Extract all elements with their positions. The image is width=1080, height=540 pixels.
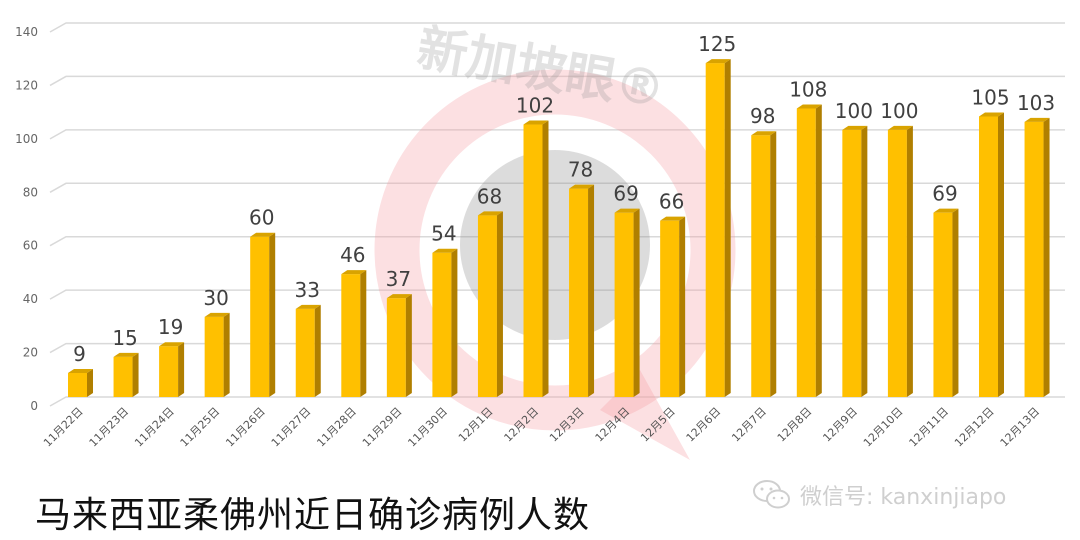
x-tick-label: 11月30日 bbox=[405, 405, 450, 450]
bar: 9 bbox=[68, 342, 93, 397]
bar: 33 bbox=[295, 278, 321, 397]
bars: 9 15 19 30 60 33 46 37 54 68 102 78 69 66 125 98 108 100 1… bbox=[68, 32, 1055, 397]
bar: 30 bbox=[203, 286, 230, 397]
y-tick-label: 60 bbox=[23, 239, 38, 253]
gridline bbox=[49, 342, 1065, 354]
x-tick-label: 12月13日 bbox=[998, 405, 1043, 450]
bar: 66 bbox=[659, 190, 686, 397]
x-tick-label: 11月25日 bbox=[178, 405, 223, 450]
bar: 100 bbox=[835, 99, 873, 397]
bar: 98 bbox=[750, 104, 777, 397]
y-tick-label: 80 bbox=[23, 185, 38, 199]
x-tick-label: 11月23日 bbox=[87, 405, 132, 450]
bar: 68 bbox=[477, 184, 503, 397]
gridline bbox=[49, 22, 1065, 33]
y-tick-label: 100 bbox=[15, 132, 38, 146]
bar: 102 bbox=[516, 94, 554, 397]
data-label: 60 bbox=[249, 206, 274, 230]
x-tick-label: 11月28日 bbox=[314, 405, 359, 450]
bar: 125 bbox=[698, 32, 736, 397]
x-tick-label: 12月9日 bbox=[820, 405, 860, 445]
data-label: 69 bbox=[613, 182, 638, 206]
bar: 54 bbox=[431, 222, 458, 397]
x-tick-label: 11月26日 bbox=[223, 405, 268, 450]
bar: 108 bbox=[789, 77, 827, 397]
x-tick-label: 11月24日 bbox=[132, 405, 177, 450]
data-label: 66 bbox=[659, 190, 684, 214]
bar: 46 bbox=[340, 243, 367, 397]
data-label: 125 bbox=[698, 32, 736, 56]
bar: 15 bbox=[112, 326, 139, 397]
gridline bbox=[49, 182, 1065, 193]
bar: 69 bbox=[932, 182, 959, 397]
data-label: 100 bbox=[880, 99, 918, 123]
wechat-account: 微信号: kanxinjiapo bbox=[752, 478, 1006, 512]
gridline bbox=[49, 129, 1065, 140]
gridline bbox=[49, 396, 1065, 407]
bar: 100 bbox=[880, 99, 918, 397]
data-label: 69 bbox=[932, 182, 957, 206]
x-tick-label: 11月29日 bbox=[360, 405, 405, 450]
data-label: 30 bbox=[203, 286, 228, 310]
bar: 105 bbox=[971, 86, 1010, 397]
data-label: 15 bbox=[112, 326, 137, 350]
bar: 60 bbox=[249, 206, 276, 397]
data-label: 108 bbox=[789, 77, 827, 101]
data-label: 68 bbox=[477, 184, 502, 208]
data-label: 102 bbox=[516, 94, 554, 118]
bar: 19 bbox=[158, 315, 185, 397]
x-tick-label: 12月10日 bbox=[861, 405, 906, 450]
data-label: 9 bbox=[73, 342, 86, 366]
bar: 103 bbox=[1017, 91, 1055, 397]
data-label: 19 bbox=[158, 315, 183, 339]
bar: 78 bbox=[568, 158, 595, 397]
data-label: 103 bbox=[1017, 91, 1055, 115]
data-label: 100 bbox=[835, 99, 873, 123]
y-tick-label: 40 bbox=[23, 292, 38, 306]
y-tick-label: 120 bbox=[15, 78, 38, 92]
wechat-account-text: 微信号: kanxinjiapo bbox=[800, 485, 1007, 510]
x-tick-label: 12月11日 bbox=[907, 405, 952, 450]
y-tick-label: 0 bbox=[30, 399, 38, 413]
bar: 37 bbox=[386, 267, 412, 397]
data-label: 98 bbox=[750, 104, 775, 128]
data-label: 105 bbox=[971, 86, 1009, 110]
bar: 69 bbox=[613, 182, 640, 397]
gridline bbox=[49, 235, 1065, 247]
gridline bbox=[49, 289, 1065, 300]
gridlines bbox=[49, 22, 1065, 407]
x-tick-label: 12月7日 bbox=[729, 405, 769, 445]
chart-title: 马来西亚柔佛州近日确诊病例人数 bbox=[35, 495, 591, 536]
data-label: 54 bbox=[431, 222, 456, 246]
data-label: 78 bbox=[568, 158, 593, 182]
data-label: 46 bbox=[340, 243, 365, 267]
wechat-icon bbox=[752, 478, 792, 512]
gridline bbox=[49, 75, 1065, 87]
x-tick-label: 11月27日 bbox=[269, 405, 314, 450]
y-tick-label: 20 bbox=[23, 346, 38, 360]
x-tick-label: 12月6日 bbox=[684, 405, 724, 445]
data-label: 37 bbox=[386, 267, 411, 291]
y-axis: 0 20 40 60 80 100 120 140 bbox=[15, 25, 38, 413]
x-tick-label: 11月22日 bbox=[41, 405, 86, 450]
data-label: 33 bbox=[295, 278, 320, 302]
x-tick-label: 12月8日 bbox=[775, 405, 815, 445]
x-tick-label: 12月12日 bbox=[952, 405, 997, 450]
y-tick-label: 140 bbox=[15, 25, 38, 39]
